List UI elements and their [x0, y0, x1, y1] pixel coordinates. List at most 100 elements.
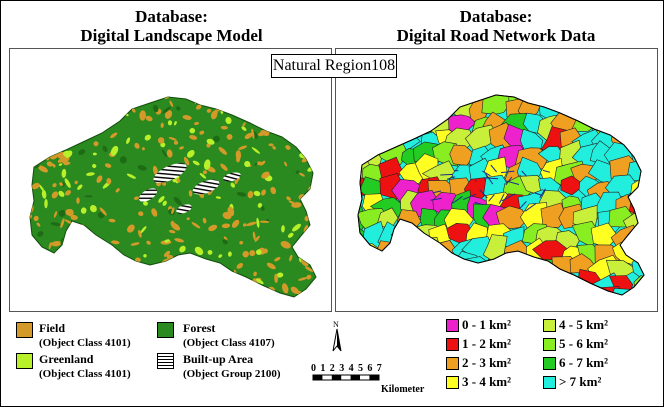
- landuse-patch: [134, 142, 140, 149]
- landuse-patch: [268, 143, 274, 147]
- road-catchment-cell: [429, 252, 455, 284]
- road-catchment-cell: [376, 269, 405, 295]
- landuse-patch: [61, 97, 72, 99]
- landuse-patch: [227, 206, 235, 217]
- landuse-patch: [218, 146, 228, 155]
- landuse-patch: [210, 110, 218, 120]
- road-catchment-cell: [505, 270, 532, 291]
- road-catchment-cell: [534, 272, 563, 295]
- landuse-patch: [304, 196, 309, 202]
- landuse-patch: [30, 273, 35, 277]
- landuse-patch: [66, 278, 75, 283]
- road-catchment-cell: [630, 122, 644, 151]
- landuse-patch: [69, 228, 76, 234]
- landuse-patch: [291, 202, 302, 208]
- road-catchment-cell: [517, 282, 549, 295]
- landuse-patch: [169, 283, 176, 289]
- landuse-patch: [61, 168, 67, 178]
- road-segment: [542, 169, 551, 173]
- landuse-patch: [151, 208, 158, 217]
- road-catchment-cell: [450, 250, 482, 281]
- landuse-patch: [31, 182, 40, 190]
- landuse-patch: [213, 135, 220, 143]
- landuse-patch: [190, 278, 196, 284]
- forest-swatch: [157, 322, 174, 338]
- road-catchment-cell: [358, 95, 366, 105]
- road-catchment-cell: [573, 289, 597, 295]
- landuse-patch: [244, 160, 251, 168]
- road-catchment-cell: [410, 237, 441, 263]
- landuse-patch: [312, 282, 316, 290]
- road-catchment-cell: [371, 98, 404, 119]
- landuse-patch: [202, 278, 206, 287]
- road-segment: [432, 190, 442, 194]
- landuse-patch: [202, 170, 207, 175]
- road-catchment-cell: [625, 112, 644, 138]
- road-catchment-cell: [390, 276, 418, 295]
- legend-forest-detail: (Object Class 4107): [183, 337, 275, 349]
- builtup-patch: [192, 179, 220, 195]
- landuse-patch: [186, 150, 195, 158]
- landuse-patch: [133, 196, 140, 200]
- landuse-patch: [101, 247, 112, 255]
- road-catchment-cell: [375, 283, 406, 295]
- landuse-patch: [166, 149, 173, 158]
- field-swatch: [16, 322, 33, 338]
- landuse-patch: [158, 196, 165, 203]
- road-catchment-cell: [572, 95, 596, 121]
- landuse-patch: [86, 172, 95, 176]
- landuse-patch: [168, 136, 177, 141]
- road-catchment-cell: [434, 273, 463, 295]
- landuse-patch: [66, 246, 71, 250]
- landuse-patch: [30, 156, 32, 160]
- landuse-patch: [260, 206, 265, 211]
- landuse-patch: [160, 282, 163, 286]
- landuse-patch: [262, 248, 268, 254]
- landuse-patch: [30, 129, 39, 132]
- landuse-patch: [194, 246, 204, 256]
- legend-field-name: Field: [39, 321, 65, 335]
- landuse-patch: [44, 198, 48, 209]
- landuse-patch: [253, 271, 257, 277]
- landuse-patch: [53, 279, 62, 287]
- landuse-patch: [110, 240, 120, 245]
- class-0-swatch: [446, 319, 459, 332]
- road-catchment-cell: [609, 287, 634, 295]
- landuse-patch: [217, 288, 222, 293]
- landuse-patch: [290, 286, 299, 294]
- road-catchment-cell: [358, 123, 371, 150]
- landuse-patch: [30, 124, 39, 131]
- road-segment: [447, 176, 456, 180]
- landuse-patch: [30, 292, 32, 297]
- landuse-patch: [61, 277, 67, 286]
- landuse-patch: [297, 277, 308, 281]
- road-catchment-cell: [358, 95, 390, 105]
- road-catchment-cell: [358, 259, 393, 283]
- landuse-patch: [100, 97, 108, 101]
- landuse-patch: [78, 267, 86, 271]
- landuse-patch: [199, 172, 207, 179]
- road-catchment-cell: [589, 95, 616, 102]
- landuse-patch: [53, 287, 59, 295]
- landuse-patch: [222, 239, 228, 245]
- landuse-patch: [50, 222, 62, 227]
- landuse-patch: [193, 121, 200, 126]
- landuse-patch: [170, 220, 175, 227]
- scale-tick-label: 6: [367, 363, 373, 374]
- landuse-patch: [143, 254, 147, 258]
- landuse-patch: [239, 240, 244, 245]
- class-0-label: 0 - 1 km²: [462, 317, 512, 332]
- landuse-patch: [30, 261, 40, 268]
- road-segment: [505, 176, 513, 186]
- scale-unit: Kilometer: [381, 384, 425, 395]
- landuse-patch: [266, 262, 276, 270]
- landuse-patch: [78, 149, 86, 155]
- landuse-patch: [238, 145, 248, 150]
- landuse-patch: [207, 249, 213, 255]
- landuse-patch: [294, 100, 300, 107]
- landuse-patch: [53, 211, 58, 218]
- landuse-patch: [92, 152, 97, 156]
- landuse-patch: [61, 97, 69, 99]
- landuse-patch: [272, 145, 276, 150]
